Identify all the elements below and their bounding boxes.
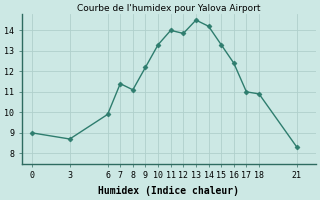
X-axis label: Humidex (Indice chaleur): Humidex (Indice chaleur): [98, 186, 239, 196]
Title: Courbe de l'humidex pour Yalova Airport: Courbe de l'humidex pour Yalova Airport: [77, 4, 260, 13]
